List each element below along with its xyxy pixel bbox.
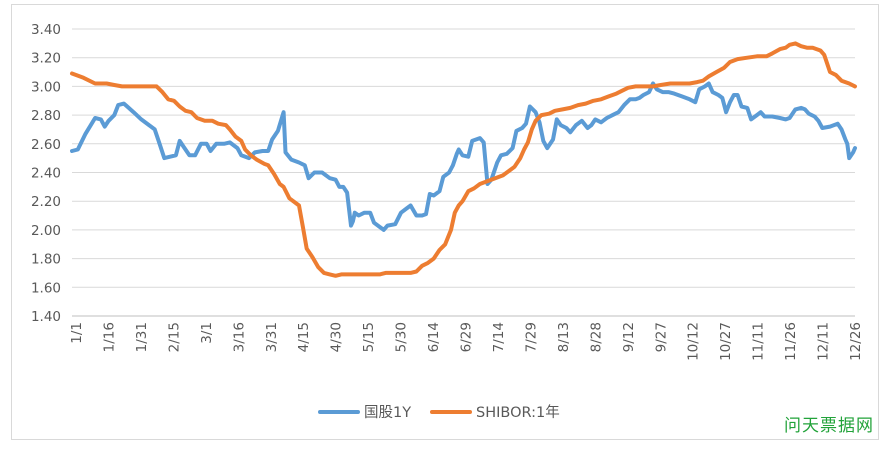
y-tick-label: 2.00 bbox=[31, 223, 61, 239]
legend-label-2: SHIBOR:1年 bbox=[476, 404, 560, 421]
series-line-2 bbox=[70, 41, 857, 278]
x-tick-label: 10/12 bbox=[686, 322, 702, 361]
x-tick-label: 2/15 bbox=[166, 322, 182, 352]
x-tick-label: 1/16 bbox=[101, 322, 117, 352]
x-tick-label: 5/15 bbox=[361, 322, 377, 352]
y-tick-label: 3.40 bbox=[31, 22, 61, 38]
y-tick-label: 1.80 bbox=[31, 252, 61, 268]
x-tick-label: 3/1 bbox=[199, 322, 215, 344]
chart-frame bbox=[11, 4, 879, 440]
y-tick-label: 2.20 bbox=[31, 194, 61, 210]
x-tick-label: 1/31 bbox=[134, 322, 150, 352]
y-tick-label: 2.60 bbox=[31, 137, 61, 153]
x-tick-label: 9/12 bbox=[621, 322, 637, 352]
x-tick-label: 1/1 bbox=[69, 322, 85, 344]
x-tick-label: 7/14 bbox=[491, 322, 507, 352]
x-tick-label: 6/14 bbox=[426, 322, 442, 352]
x-tick-label: 9/27 bbox=[653, 322, 669, 352]
x-tick-label: 11/26 bbox=[783, 322, 799, 361]
x-tick-label: 7/29 bbox=[523, 322, 539, 352]
x-tick-label: 5/30 bbox=[394, 322, 410, 352]
y-tick-label: 1.40 bbox=[31, 309, 61, 325]
x-tick-label: 4/15 bbox=[296, 322, 312, 352]
x-tick-label: 8/28 bbox=[588, 322, 604, 352]
y-tick-label: 2.40 bbox=[31, 166, 61, 182]
y-tick-label: 1.60 bbox=[31, 280, 61, 296]
x-tick-label: 10/27 bbox=[718, 322, 734, 361]
y-tick-label: 3.20 bbox=[31, 51, 61, 67]
x-tick-label: 12/11 bbox=[816, 322, 832, 361]
x-tick-label: 11/11 bbox=[751, 322, 767, 361]
x-tick-label: 4/30 bbox=[329, 322, 345, 352]
y-tick-label: 2.80 bbox=[31, 108, 61, 124]
x-tick-label: 6/29 bbox=[459, 322, 475, 352]
x-tick-label: 12/26 bbox=[848, 322, 864, 361]
legend-label-1: 国股1Y bbox=[364, 405, 411, 421]
y-tick-label: 3.00 bbox=[31, 79, 61, 95]
x-tick-label: 8/13 bbox=[556, 322, 572, 352]
x-tick-label: 3/16 bbox=[231, 322, 247, 352]
series-line-1 bbox=[70, 81, 857, 232]
watermark-text: 问天票据网 bbox=[784, 416, 874, 436]
x-tick-label: 3/31 bbox=[264, 322, 280, 352]
